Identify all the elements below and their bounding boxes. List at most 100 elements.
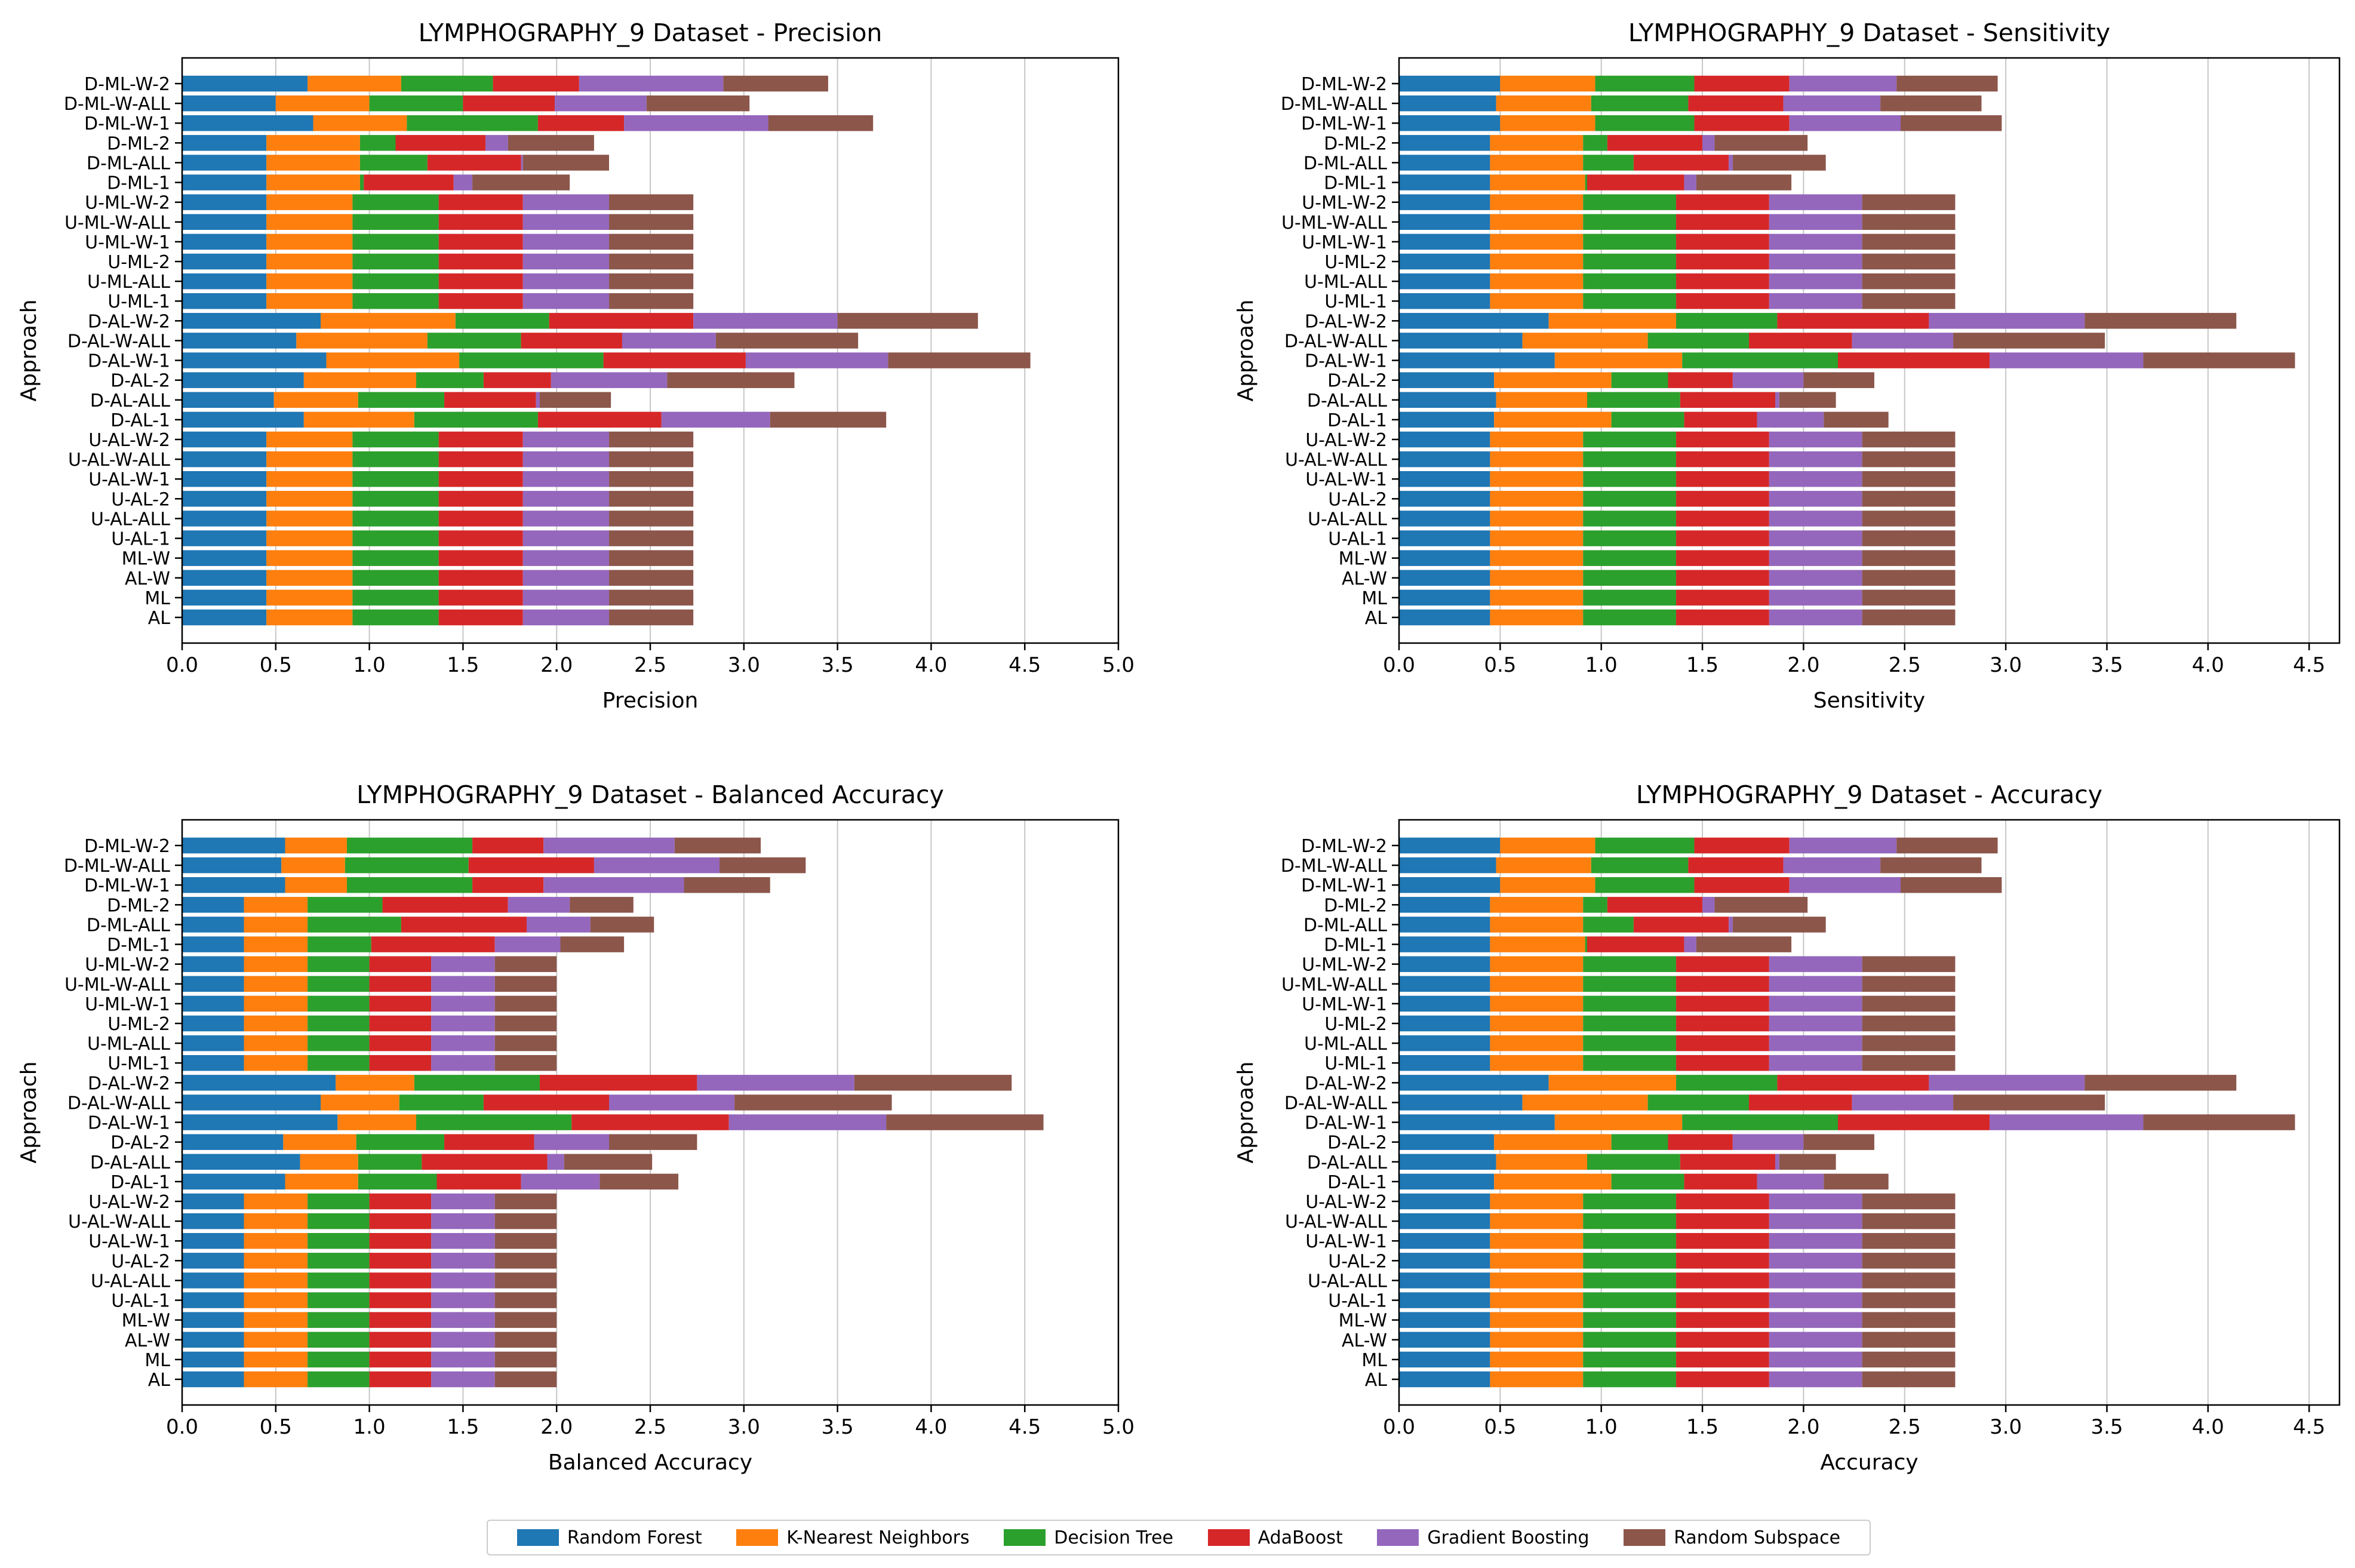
bar-segment <box>1676 194 1769 210</box>
bar-segment <box>1953 1094 2105 1111</box>
x-tick-label: 1.5 <box>1686 653 1718 677</box>
bar-segment <box>369 1054 432 1071</box>
bar-segment <box>508 135 594 151</box>
bar-segment <box>522 511 610 527</box>
y-tick-label: D-AL-W-ALL <box>67 331 170 352</box>
bar-segment <box>1490 1332 1584 1348</box>
x-tick-label: 2.5 <box>1889 1415 1921 1439</box>
bar-segment <box>356 1134 445 1150</box>
bar-segment <box>1490 897 1584 913</box>
bar-segment <box>1583 1292 1677 1308</box>
series-k-nearest-neighbors <box>1490 837 1683 1388</box>
x-tick-label: 2.5 <box>634 1415 666 1439</box>
bar-segment <box>308 917 401 933</box>
series-decision-tree <box>352 75 604 626</box>
bar-segment <box>494 1054 557 1071</box>
bar-segment <box>308 1054 370 1071</box>
bar-segment <box>1399 1054 1490 1071</box>
y-tick-label: U-AL-2 <box>111 489 170 510</box>
bar-segment <box>1399 194 1490 210</box>
bar-segment <box>308 1253 370 1269</box>
bar-segment <box>494 976 557 992</box>
bar-segment <box>182 431 267 448</box>
bar-segment <box>1399 917 1490 933</box>
y-tick-label: AL-W <box>1342 1330 1387 1351</box>
chart-title: LYMPHOGRAPHY_9 Dataset - Sensitivity <box>1628 19 2110 47</box>
bar-segment <box>359 135 396 151</box>
bar-segment <box>1676 1232 1769 1249</box>
bar-segment <box>364 174 454 190</box>
bar-segment <box>352 431 439 448</box>
bar-segment <box>1696 174 1792 190</box>
bar-segment <box>1676 1332 1769 1348</box>
x-tick-label: 0.0 <box>1383 1415 1415 1439</box>
x-tick-label: 4.0 <box>915 653 947 677</box>
y-tick-label: D-AL-ALL <box>1307 391 1387 411</box>
chart-panel-1: 0.0 0.5 1.0 1.5 2.0 2.5 3.0 3.5 4.0 4.5 5.0 D-ML-W-… <box>17 19 1135 713</box>
bar-segment <box>438 451 523 468</box>
series-decision-tree <box>1583 837 1838 1388</box>
bar-segment <box>431 1351 495 1368</box>
bar-segment <box>543 877 684 893</box>
bar-segment <box>609 491 694 507</box>
y-tick-label: U-ML-W-1 <box>85 994 170 1015</box>
bar-segment <box>539 1075 697 1091</box>
bar-segment <box>1769 1371 1862 1388</box>
bar-segment <box>182 511 267 527</box>
bar-segment <box>438 293 523 309</box>
y-tick-label: D-ML-1 <box>1324 173 1387 194</box>
bar-segment <box>2143 1114 2295 1130</box>
bar-segment <box>1862 1213 1956 1229</box>
bar-segment <box>369 1193 432 1210</box>
bar-segment <box>266 233 353 250</box>
bar-segment <box>1583 214 1677 230</box>
bar-segment <box>438 589 523 606</box>
bar-segment <box>182 1371 244 1388</box>
bar-segment <box>244 1292 308 1308</box>
bar-segment <box>1583 1332 1677 1348</box>
series-decision-tree <box>1583 75 1838 626</box>
y-tick-label: U-AL-W-1 <box>1305 469 1387 490</box>
bar-segment <box>182 936 244 952</box>
bar-segment <box>1676 313 1778 329</box>
bar-segment <box>1862 233 1956 250</box>
y-tick-label: U-ML-W-2 <box>1302 955 1387 976</box>
bar-segment <box>1583 253 1677 270</box>
y-tick-label: U-AL-W-1 <box>88 1231 170 1252</box>
y-tick-label: U-ML-W-ALL <box>1281 213 1387 233</box>
bar-segment <box>1399 1213 1490 1229</box>
bar-segment <box>1399 530 1490 546</box>
bar-segment <box>1694 115 1790 131</box>
y-tick-label: ML-W <box>122 549 170 570</box>
bar-segment <box>1769 1351 1862 1368</box>
bar-segment <box>1490 995 1584 1012</box>
x-tick-label: 2.5 <box>1889 653 1921 677</box>
bar-segment <box>369 1253 432 1269</box>
bar-segment <box>266 550 353 566</box>
bar-segment <box>266 194 353 210</box>
bar-segment <box>522 589 610 606</box>
series-k-nearest-neighbors <box>1490 75 1683 626</box>
bar-segment <box>182 837 285 854</box>
bar-segment <box>1399 857 1496 874</box>
bar-segment <box>1676 293 1769 309</box>
bar-segment <box>667 372 795 388</box>
bar-segment <box>570 897 634 913</box>
bar-segment <box>494 956 557 972</box>
y-tick-label: U-AL-ALL <box>91 509 170 530</box>
bar-segment <box>1399 214 1490 230</box>
bar-segment <box>1490 1371 1584 1388</box>
bar-segment <box>1490 135 1584 151</box>
bar-segment <box>438 431 523 448</box>
bar-segment <box>352 589 439 606</box>
bar-segment <box>1399 1015 1490 1032</box>
x-tick-label: 4.5 <box>1009 1415 1041 1439</box>
bar-segment <box>182 917 244 933</box>
bar-segment <box>244 995 308 1012</box>
bar-segment <box>1803 1134 1874 1150</box>
bar-segment <box>674 837 761 854</box>
bar-segment <box>352 293 439 309</box>
x-axis-label: Balanced Accuracy <box>548 1450 752 1475</box>
y-tick-label: U-ML-W-ALL <box>1281 974 1387 995</box>
bar-segment <box>455 313 549 329</box>
